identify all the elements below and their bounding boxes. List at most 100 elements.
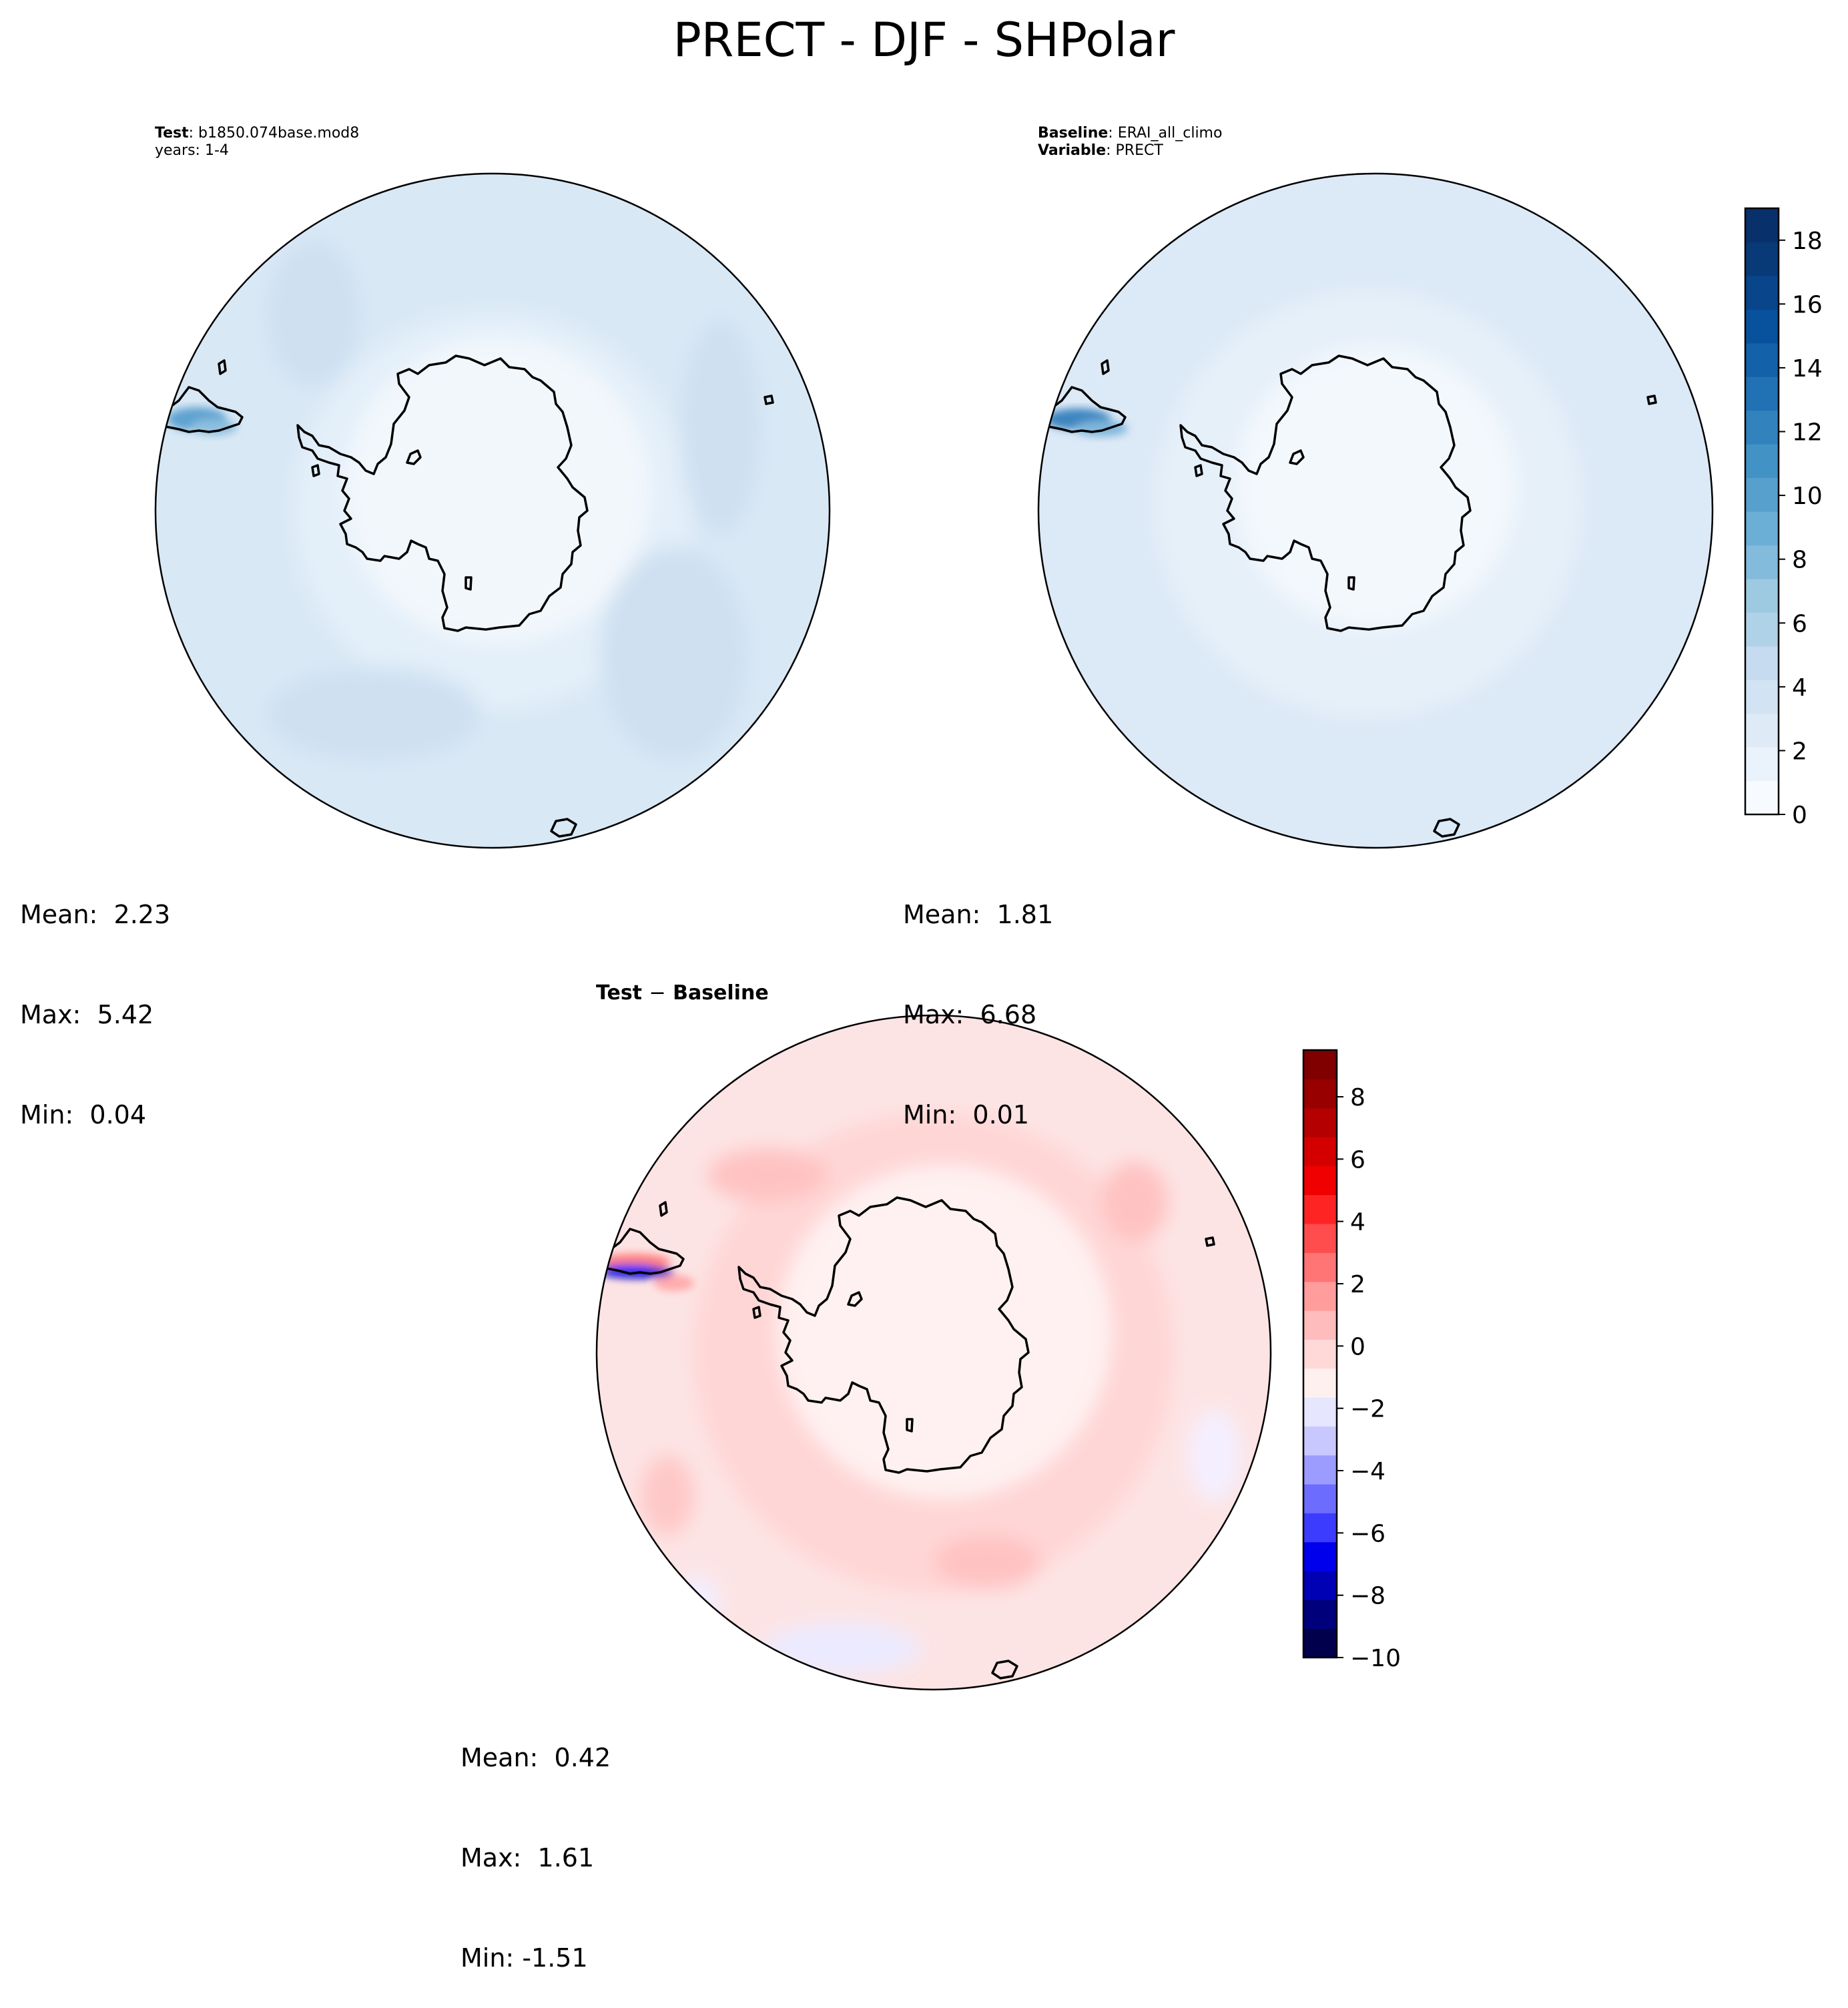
baseline-colorbar-segment	[1745, 444, 1779, 479]
baseline-colorbar-tick-label: 2	[1792, 738, 1807, 765]
diff-colorbar-tick-label: 0	[1350, 1333, 1365, 1360]
diff-title-baseline: Baseline	[673, 981, 769, 1005]
diff-min-label: Min:	[460, 1943, 515, 1973]
baseline-map-boundary	[1037, 172, 1714, 849]
diff-colorbar-segment	[1303, 1310, 1337, 1340]
test-max-value: 5.42	[97, 1000, 154, 1029]
test-mean-value: 2.23	[113, 900, 171, 929]
baseline-colorbar-segment	[1745, 376, 1779, 411]
variable-label: Variable	[1038, 142, 1107, 159]
test-min-value: 0.04	[89, 1100, 147, 1130]
diff-colorbar-segment	[1303, 1224, 1337, 1253]
baseline-max-value: 6.68	[980, 1000, 1037, 1029]
diff-map-boundary	[595, 1014, 1272, 1691]
diff-colorbar-tick-label: −4	[1350, 1458, 1385, 1485]
diff-colorbar-segment	[1303, 1339, 1337, 1369]
baseline-colorbar-segment	[1745, 342, 1779, 377]
diff-colorbar-tick-label: 2	[1350, 1271, 1365, 1298]
baseline-colorbar-tick-label: 8	[1792, 547, 1807, 574]
diff-title: Test − Baseline	[596, 981, 769, 1005]
diff-colorbar-segment	[1303, 1368, 1337, 1398]
diff-colorbar-segment	[1303, 1599, 1337, 1629]
diff-min: Min: -1.51	[460, 1941, 611, 1975]
baseline-min: Min: 0.01	[903, 1098, 1053, 1132]
baseline-colorbar-segment	[1745, 545, 1779, 579]
diff-colorbar-tick-label: −8	[1350, 1583, 1385, 1610]
baseline-mean: Mean: 1.81	[903, 898, 1053, 931]
baseline-colorbar-tick-label: 6	[1792, 610, 1807, 638]
baseline-header-line-2: Variable: PRECT	[1038, 142, 1163, 160]
baseline-colorbar-tick-label: 18	[1792, 228, 1823, 255]
baseline-colorbar-tick-label: 4	[1792, 674, 1807, 702]
test-years: years: 1-4	[155, 142, 229, 159]
baseline-colorbar-tick-label: 10	[1792, 483, 1823, 510]
baseline-colorbar-segment	[1745, 780, 1779, 815]
baseline-colorbar-tick-label: 16	[1792, 291, 1823, 318]
baseline-colorbar-segment	[1745, 511, 1779, 546]
baseline-map	[1037, 172, 1714, 849]
test-header-label: Test	[155, 125, 189, 142]
diff-mean-label: Mean:	[460, 1743, 539, 1772]
baseline-colorbar-segment	[1745, 477, 1779, 512]
diff-colorbar-frame	[1302, 1049, 1338, 1659]
diff-colorbar-tick-label: 4	[1350, 1209, 1365, 1236]
test-mean: Mean: 2.23	[20, 898, 170, 931]
diff-colorbar-segment	[1303, 1397, 1337, 1427]
diff-colorbar-tick-label: −10	[1350, 1645, 1401, 1672]
baseline-colorbar-tick-label: 12	[1792, 419, 1823, 447]
diff-colorbar-segment	[1303, 1050, 1337, 1079]
test-min: Min: 0.04	[20, 1098, 170, 1132]
baseline-colorbar-segment	[1745, 646, 1779, 680]
test-header-line-2: years: 1-4	[155, 142, 229, 160]
test-max-label: Max:	[20, 1000, 81, 1029]
test-min-label: Min:	[20, 1100, 74, 1130]
diff-colorbar-tick-label: 8	[1350, 1084, 1365, 1111]
diff-colorbar: −10 −8 −6 −4 −2 0 2 4 6 8	[1302, 1049, 1401, 1672]
diff-colorbar-tick-label: −6	[1350, 1520, 1385, 1547]
baseline-colorbar-segment	[1745, 309, 1779, 344]
diff-max: Max: 1.61	[460, 1841, 611, 1874]
baseline-min-value: 0.01	[972, 1100, 1030, 1130]
baseline-colorbar-tick-label: 14	[1792, 355, 1823, 383]
baseline-max: Max: 6.68	[903, 998, 1053, 1031]
baseline-colorbar: 0 2 4 6 8 10 12 14 16 18	[1744, 207, 1823, 829]
diff-colorbar-segment	[1303, 1107, 1337, 1138]
baseline-colorbar-segment	[1745, 680, 1779, 714]
diff-max-value: 1.61	[537, 1843, 595, 1872]
baseline-colorbar-segment	[1745, 275, 1779, 310]
baseline-colorbar-segment	[1745, 713, 1779, 748]
baseline-stats: Mean: 1.81 Max: 6.68 Min: 0.01	[903, 831, 1053, 1165]
diff-mean: Mean: 0.42	[460, 1741, 611, 1774]
diff-min-value: -1.51	[522, 1943, 588, 1973]
test-map	[154, 172, 831, 849]
baseline-header-value: : ERAI_all_climo	[1108, 125, 1223, 142]
diff-colorbar-segment	[1303, 1166, 1337, 1196]
diff-colorbar-segment	[1303, 1541, 1337, 1571]
baseline-colorbar-segment	[1745, 747, 1779, 782]
baseline-max-label: Max:	[903, 1000, 964, 1029]
figure-canvas: 0 2 4 6 8 10 12 14 16 18 −10 −8 −6 −4 −2 0 2 4 6 8	[154, 172, 1823, 1691]
baseline-mean-label: Mean:	[903, 900, 981, 929]
diff-title-test: Test	[596, 981, 643, 1005]
diff-colorbar-segment	[1303, 1484, 1337, 1513]
diff-colorbar-segment	[1303, 1426, 1337, 1456]
diff-colorbar-segment	[1303, 1194, 1337, 1224]
diff-colorbar-segment	[1303, 1571, 1337, 1600]
test-stats: Mean: 2.23 Max: 5.42 Min: 0.04	[20, 831, 170, 1165]
test-map-boundary	[154, 172, 831, 849]
baseline-mean-value: 1.81	[996, 900, 1054, 929]
baseline-colorbar-segment	[1745, 612, 1779, 647]
baseline-colorbar-segment	[1745, 208, 1779, 243]
test-header-value: : b1850.074base.mod8	[188, 125, 360, 142]
diff-colorbar-segment	[1303, 1513, 1337, 1543]
test-mean-label: Mean:	[20, 900, 98, 929]
baseline-min-label: Min:	[903, 1100, 957, 1130]
diff-colorbar-segment	[1303, 1455, 1337, 1485]
diff-title-minus: −	[649, 981, 666, 1005]
diff-colorbar-tick-label: 6	[1350, 1146, 1365, 1174]
diff-colorbar-tick-label: −2	[1350, 1396, 1385, 1423]
diff-colorbar-segment	[1303, 1628, 1337, 1658]
diff-colorbar-segment	[1303, 1079, 1337, 1109]
baseline-colorbar-tick-label: 0	[1792, 802, 1807, 829]
baseline-header-line-1: Baseline: ERAI_all_climo	[1038, 124, 1222, 143]
